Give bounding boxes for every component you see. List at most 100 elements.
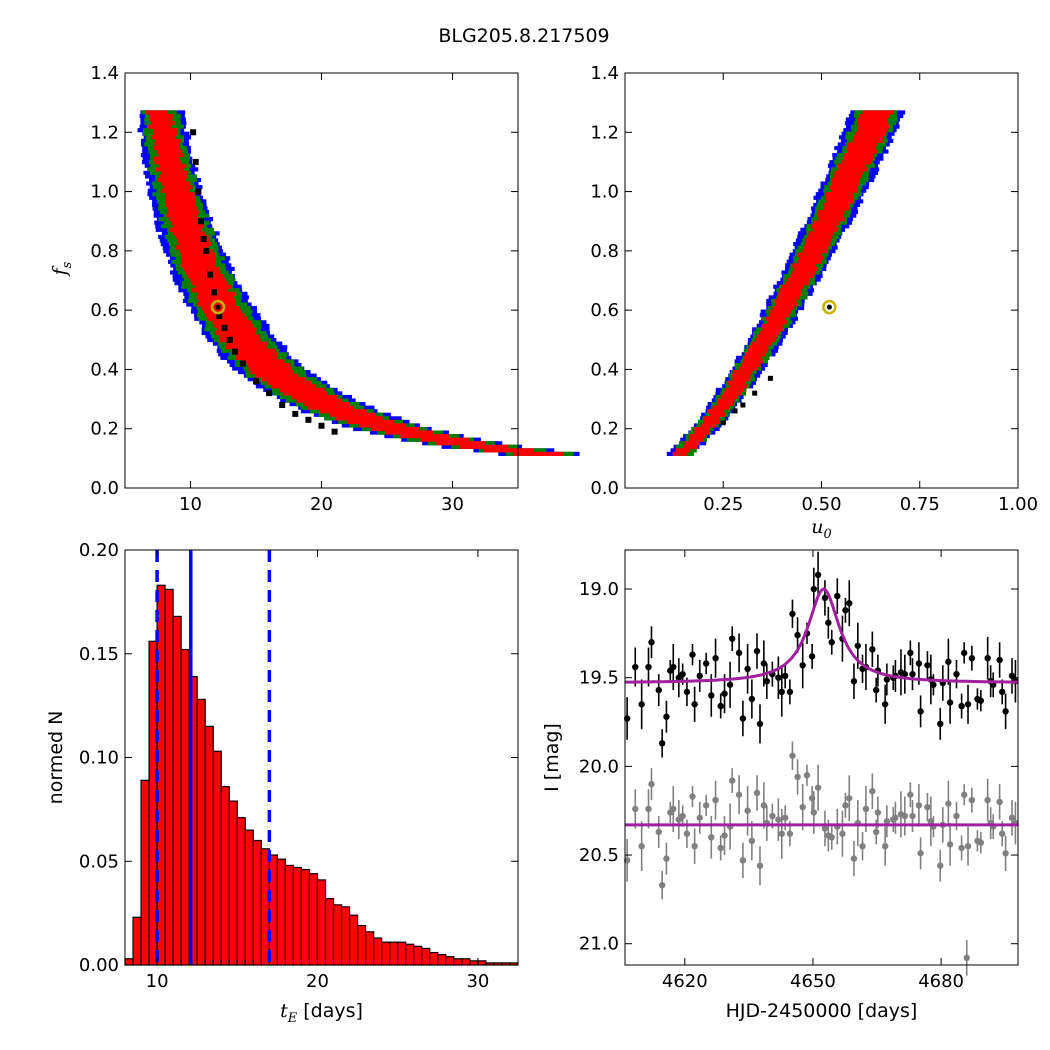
residual-point bbox=[874, 809, 882, 816]
histogram-bar bbox=[284, 864, 295, 966]
likelihood-core-cell bbox=[318, 422, 325, 429]
data-point bbox=[808, 653, 816, 660]
likelihood-band-cell bbox=[829, 185, 858, 190]
residual-point bbox=[632, 805, 639, 813]
y-tick-label: 1.4 bbox=[590, 63, 619, 84]
residual-point bbox=[739, 857, 747, 864]
y-tick-label: 1.0 bbox=[90, 182, 119, 203]
likelihood-band-cell bbox=[778, 291, 801, 296]
residual-point bbox=[638, 842, 645, 850]
likelihood-band-cell bbox=[792, 270, 816, 275]
histogram-bar bbox=[300, 868, 311, 966]
data-point bbox=[799, 662, 806, 669]
residual-point bbox=[872, 828, 880, 836]
likelihood-band-cell bbox=[165, 202, 196, 207]
data-point bbox=[924, 662, 931, 669]
y-axis-label: I [mag] bbox=[541, 723, 563, 792]
likelihood-band-cell bbox=[172, 231, 205, 236]
likelihood-core-cell bbox=[266, 390, 273, 397]
y-tick-label: 20.5 bbox=[579, 845, 619, 866]
data-point bbox=[883, 676, 891, 683]
likelihood-band-cell bbox=[720, 394, 738, 400]
data-point bbox=[638, 701, 645, 708]
likelihood-band-cell bbox=[191, 281, 228, 286]
data-point bbox=[648, 639, 655, 646]
likelihood-band-cell bbox=[790, 273, 814, 279]
residual-point bbox=[828, 834, 835, 841]
best-fit-center bbox=[215, 304, 221, 310]
y-tick-label: 20.0 bbox=[579, 756, 619, 777]
residual-point bbox=[794, 773, 801, 781]
x-axis-label: tE [days] bbox=[280, 1000, 363, 1026]
residual-point bbox=[945, 800, 952, 807]
likelihood-band-cell bbox=[160, 170, 189, 175]
likelihood-band-cell bbox=[831, 181, 859, 186]
likelihood-band-cell bbox=[247, 362, 291, 368]
residual-point bbox=[717, 844, 724, 852]
data-point bbox=[645, 663, 652, 671]
residual-point bbox=[963, 954, 970, 962]
likelihood-band-cell bbox=[768, 313, 790, 318]
likelihood-band-cell bbox=[702, 416, 719, 421]
data-point bbox=[739, 715, 747, 722]
histogram-bar bbox=[340, 906, 351, 966]
likelihood-band-cell bbox=[216, 327, 257, 332]
likelihood-core-cell bbox=[211, 289, 218, 296]
likelihood-band-cell bbox=[148, 124, 172, 129]
likelihood-band-cell bbox=[156, 149, 183, 154]
y-tick-label: 21.0 bbox=[579, 934, 619, 955]
x-tick-label: 4680 bbox=[918, 971, 964, 992]
histogram-bar bbox=[260, 848, 270, 966]
likelihood-band-cell bbox=[178, 241, 212, 247]
likelihood-band-cell bbox=[810, 224, 837, 229]
residual-point bbox=[850, 855, 858, 862]
likelihood-band-cell bbox=[320, 409, 367, 414]
likelihood-core-cell bbox=[305, 416, 312, 423]
residual-point bbox=[907, 791, 914, 798]
likelihood-band-cell bbox=[707, 409, 725, 414]
likelihood-band-cell bbox=[177, 238, 211, 243]
data-point bbox=[996, 656, 1003, 664]
likelihood-band-cell bbox=[844, 156, 874, 161]
likelihood-band-cell bbox=[261, 377, 306, 382]
likelihood-band-cell bbox=[803, 245, 829, 250]
likelihood-band-cell bbox=[179, 249, 213, 254]
data-point bbox=[781, 672, 789, 680]
likelihood-band-cell bbox=[837, 163, 867, 168]
residual-point bbox=[645, 805, 652, 813]
likelihood-band-cell bbox=[165, 195, 195, 200]
y-tick-label: 0.6 bbox=[90, 300, 119, 321]
likelihood-band-cell bbox=[729, 384, 747, 389]
likelihood-band-cell bbox=[825, 192, 853, 197]
residual-point bbox=[799, 803, 806, 811]
residual-point bbox=[696, 814, 703, 821]
likelihood-band-cell bbox=[732, 373, 751, 378]
x-tick-label: 0.50 bbox=[801, 494, 841, 515]
x-tick-label: 4620 bbox=[662, 971, 708, 992]
residual-point bbox=[859, 842, 866, 850]
likelihood-core-cell bbox=[203, 247, 210, 254]
likelihood-band-cell bbox=[296, 398, 343, 403]
figure-title: BLG205.8.217509 bbox=[438, 25, 609, 47]
likelihood-band-cell bbox=[168, 209, 199, 215]
likelihood-band-cell bbox=[709, 412, 726, 417]
data-point bbox=[632, 663, 639, 671]
residual-point bbox=[814, 784, 822, 791]
likelihood-band-cell bbox=[857, 128, 888, 133]
likelihood-band-cell bbox=[857, 117, 889, 122]
likelihood-band-cell bbox=[150, 113, 173, 119]
residual-point bbox=[708, 834, 715, 841]
likelihood-core-cell bbox=[720, 420, 726, 426]
likelihood-band-cell bbox=[159, 174, 188, 179]
x-tick-label: 10 bbox=[179, 494, 202, 515]
histogram-bar bbox=[389, 941, 399, 966]
likelihood-band-cell bbox=[164, 185, 193, 190]
likelihood-band-cell bbox=[242, 359, 285, 364]
histogram-bar bbox=[445, 956, 455, 966]
residual-point bbox=[953, 812, 960, 820]
likelihood-band-cell bbox=[797, 252, 822, 257]
likelihood-core-cell bbox=[207, 271, 214, 278]
likelihood-band-cell bbox=[852, 138, 883, 143]
likelihood-band-cell bbox=[694, 426, 710, 432]
data-point bbox=[691, 701, 698, 708]
